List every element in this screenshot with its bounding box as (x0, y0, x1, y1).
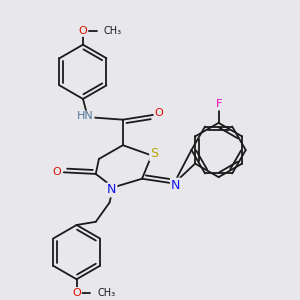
Text: O: O (52, 167, 61, 177)
Text: N: N (107, 183, 116, 196)
Text: F: F (216, 99, 222, 110)
Text: HN: HN (77, 112, 94, 122)
Text: O: O (154, 108, 163, 118)
Text: CH₃: CH₃ (97, 288, 116, 298)
Text: O: O (79, 26, 87, 36)
Text: CH₃: CH₃ (104, 26, 122, 36)
Text: O: O (72, 288, 81, 298)
Text: S: S (150, 147, 158, 160)
Text: N: N (171, 178, 180, 192)
